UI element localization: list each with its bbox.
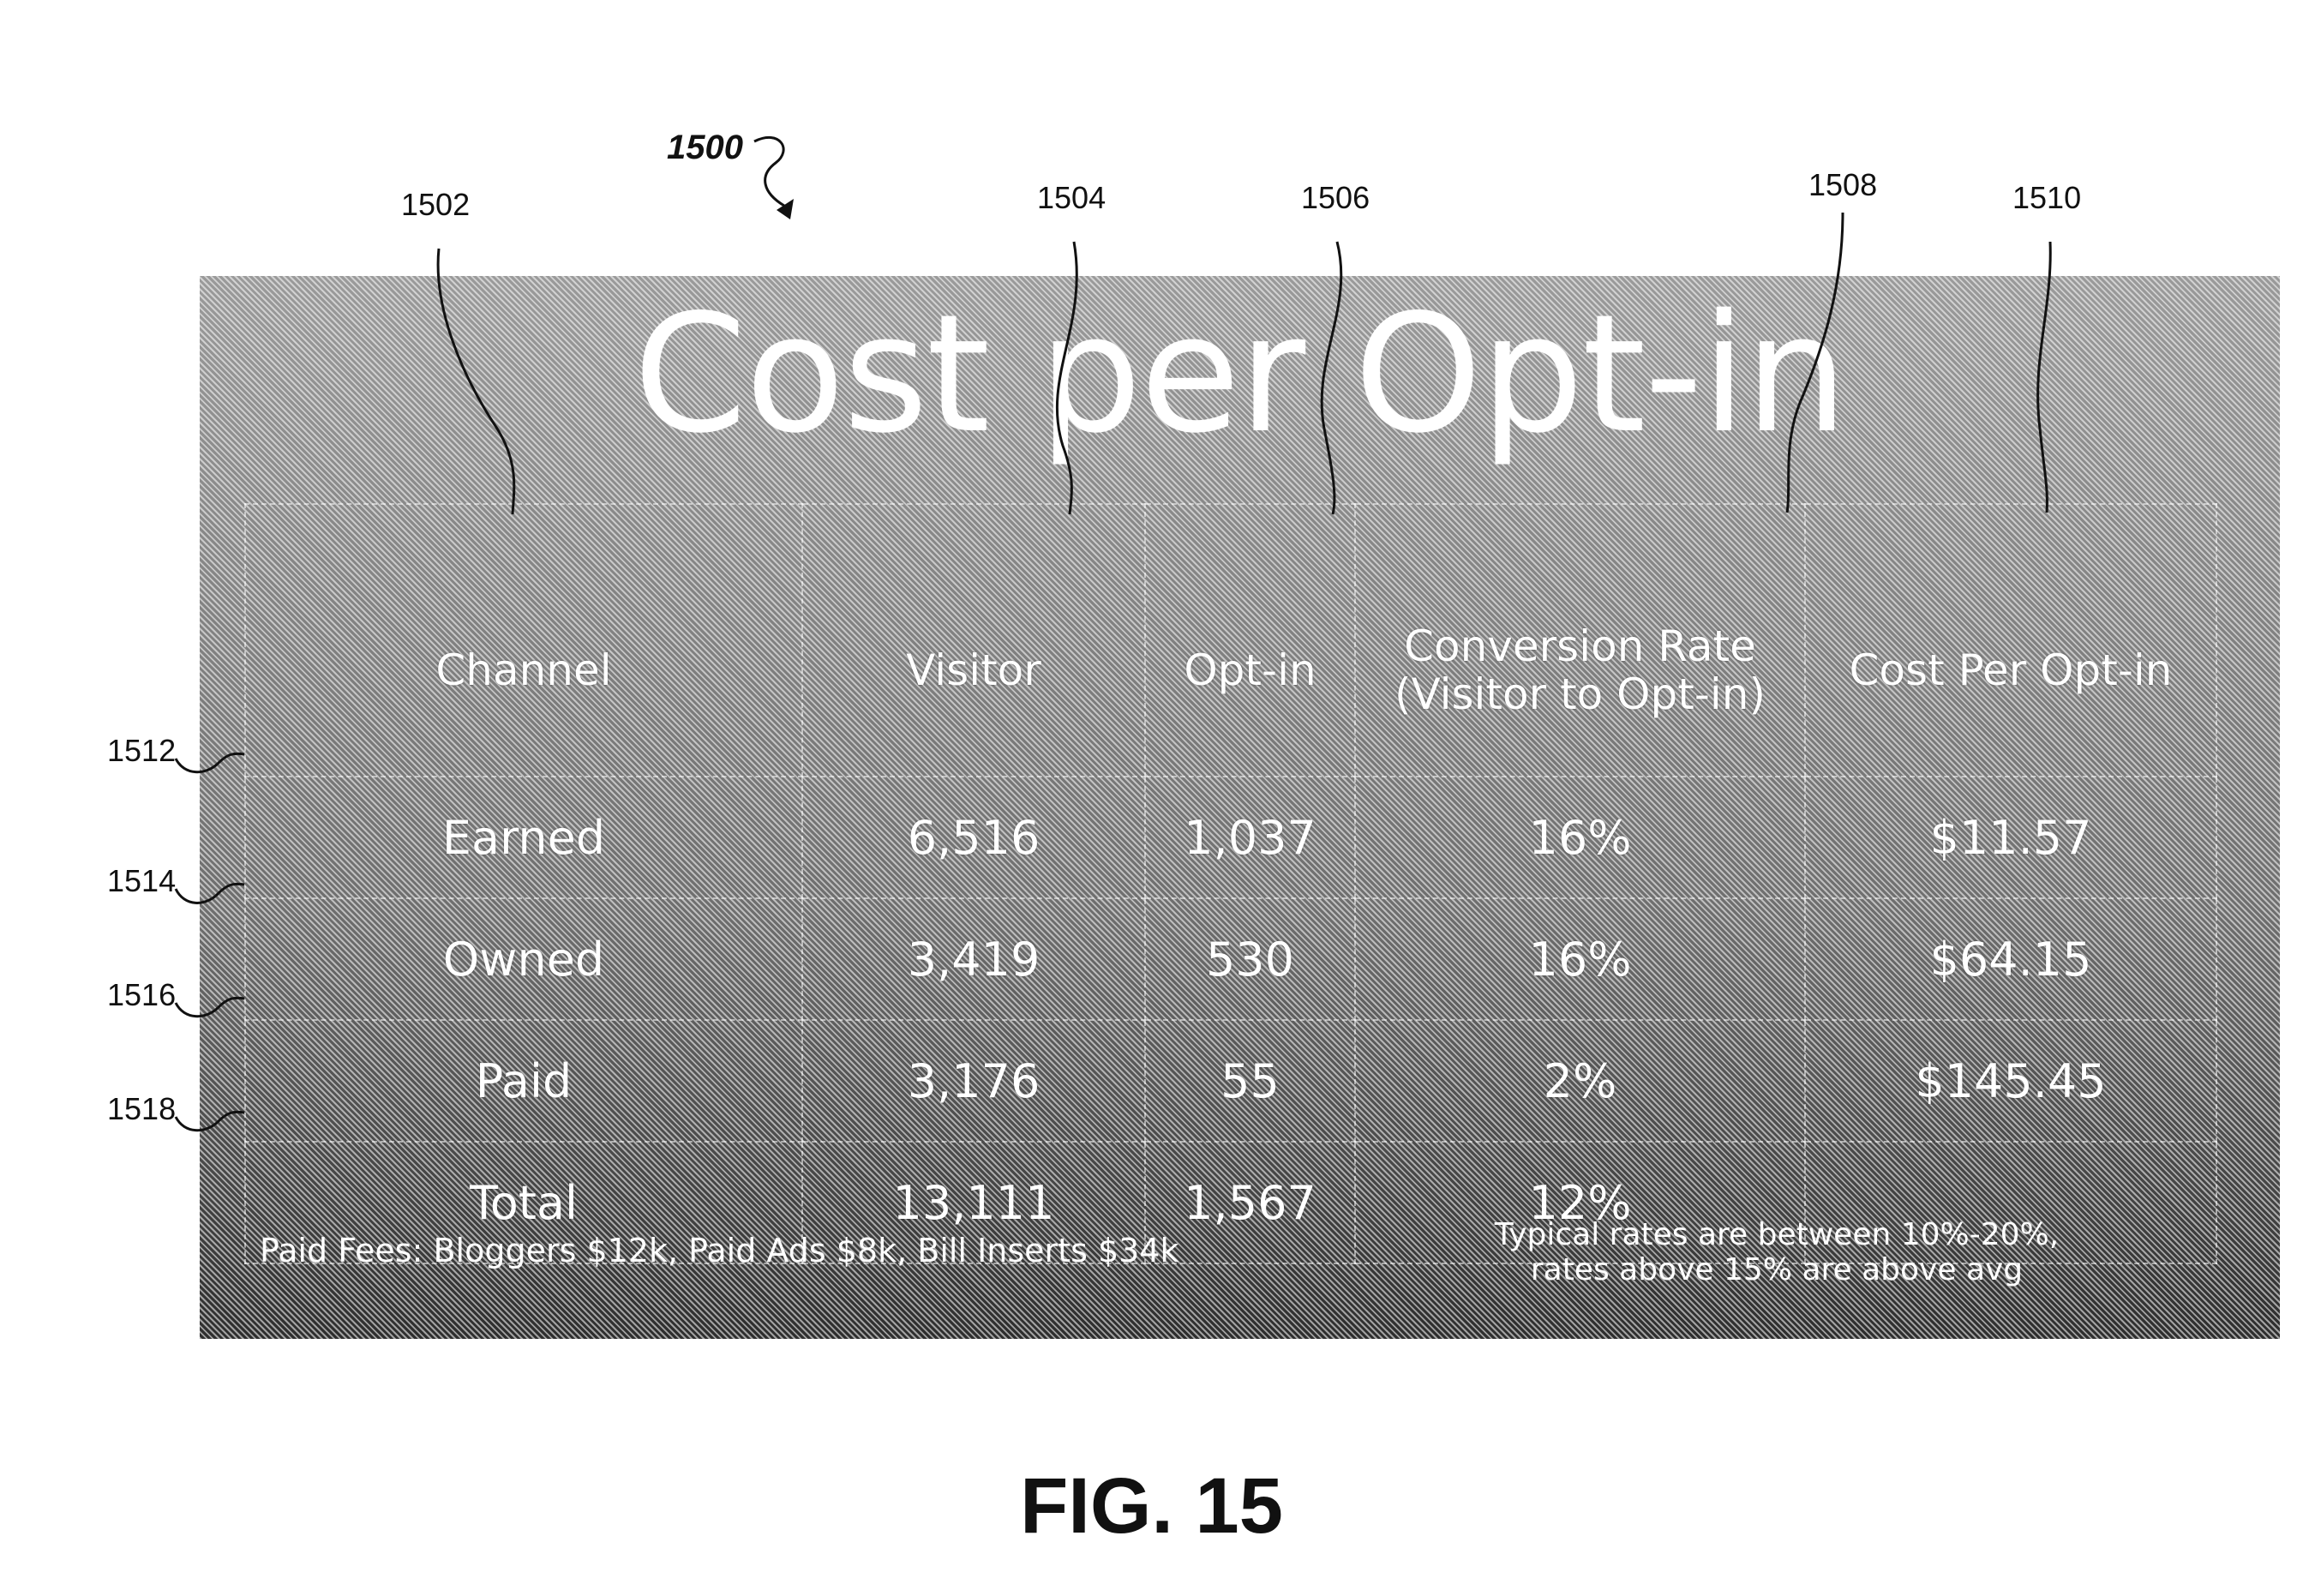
cell-channel: Owned <box>245 898 802 1020</box>
table-row: Owned 3,419 530 16% $64.15 <box>245 898 2216 1020</box>
table-row: Earned 6,516 1,037 16% $11.57 <box>245 777 2216 898</box>
ref-label-owned-row: 1514 <box>107 863 176 899</box>
data-table: Channel Visitor Opt-in Conversion Rate(V… <box>244 503 2217 1264</box>
cell-visitor: 3,176 <box>802 1020 1145 1142</box>
cell-optin: 1,037 <box>1145 777 1355 898</box>
cell-conversion: 16% <box>1355 777 1805 898</box>
cell-visitor: 3,419 <box>802 898 1145 1020</box>
figure-ref-arrowhead <box>777 199 794 219</box>
ref-label-cost-column: 1510 <box>2012 180 2081 216</box>
figure-ref-arrow <box>754 137 784 206</box>
header-conversion-line1: Conversion Rate <box>1404 621 1756 671</box>
ref-label-visitor-column: 1504 <box>1037 180 1106 216</box>
cell-cost: $64.15 <box>1805 898 2216 1020</box>
typical-rates-note: Typical rates are between 10%-20%, rates… <box>1425 1217 2128 1288</box>
cell-visitor: 6,516 <box>802 777 1145 898</box>
typical-rates-note-line2: rates above 15% are above avg <box>1531 1252 2023 1287</box>
slide-title: Cost per Opt-in <box>200 293 2280 456</box>
cell-optin: 530 <box>1145 898 1355 1020</box>
ref-label-earned-row: 1512 <box>107 733 176 769</box>
figure-caption: FIG. 15 <box>0 1461 2303 1551</box>
header-channel: Channel <box>245 504 802 777</box>
table-row: Paid 3,176 55 2% $145.45 <box>245 1020 2216 1142</box>
figure-ref-label: 1500 <box>667 129 743 167</box>
ref-label-conversion-column: 1508 <box>1808 167 1877 203</box>
header-conversion-line2: (Visitor to Opt-in) <box>1394 669 1766 719</box>
paid-fees-note: Paid Fees: Bloggers $12k, Paid Ads $8k, … <box>260 1232 1178 1269</box>
slide-panel: Cost per Opt-in Channel Visitor Opt-in C… <box>200 276 2280 1339</box>
header-visitor: Visitor <box>802 504 1145 777</box>
ref-label-optin-column: 1506 <box>1301 180 1370 216</box>
typical-rates-note-line1: Typical rates are between 10%-20%, <box>1495 1217 2059 1252</box>
cell-channel: Paid <box>245 1020 802 1142</box>
ref-label-paid-row: 1516 <box>107 977 176 1013</box>
header-optin: Opt-in <box>1145 504 1355 777</box>
header-cost: Cost Per Opt-in <box>1805 504 2216 777</box>
ref-label-total-row: 1518 <box>107 1091 176 1127</box>
cell-optin: 55 <box>1145 1020 1355 1142</box>
header-conversion: Conversion Rate(Visitor to Opt-in) <box>1355 504 1805 777</box>
cell-cost: $145.45 <box>1805 1020 2216 1142</box>
table-header-row: Channel Visitor Opt-in Conversion Rate(V… <box>245 504 2216 777</box>
cell-cost: $11.57 <box>1805 777 2216 898</box>
ref-label-channel-column: 1502 <box>401 187 470 223</box>
cell-conversion: 16% <box>1355 898 1805 1020</box>
cell-channel: Earned <box>245 777 802 898</box>
cell-conversion: 2% <box>1355 1020 1805 1142</box>
